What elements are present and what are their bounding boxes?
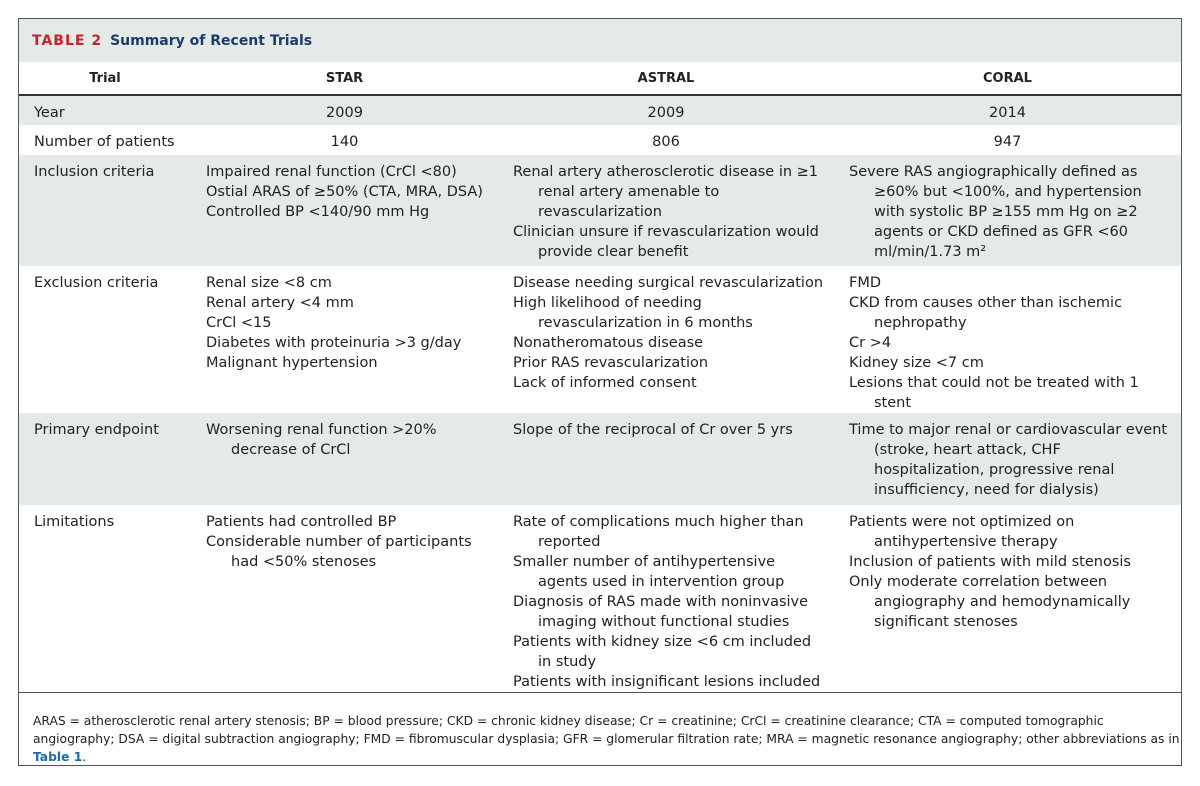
table-frame: TABLE 2 Summary of Recent Trials Trial ST… bbox=[18, 18, 1182, 766]
table-row: Limitations Patients had controlled BP Con… bbox=[19, 505, 1181, 701]
column-header: CORAL bbox=[834, 62, 1181, 96]
table-body: Year 2009 2009 2014 Number of patients 140 806… bbox=[19, 95, 1181, 701]
cell-item: Malignant hypertension bbox=[206, 355, 378, 371]
table-row: Number of patients 140 806 947 bbox=[19, 125, 1181, 155]
header-row: Trial STAR ASTRAL CORAL bbox=[19, 62, 1181, 96]
cell-item: Renal artery atherosclerotic disease in … bbox=[513, 164, 819, 220]
table-cell: Slope of the reciprocal of Cr over 5 yrs bbox=[498, 413, 834, 505]
row-label: Year bbox=[19, 95, 191, 125]
table-cell: Patients were not optimized on antihyper… bbox=[834, 505, 1181, 701]
table-cell: Severe RAS angiographically defined as ≥… bbox=[834, 155, 1181, 266]
table-cell: Rate of complications much higher than r… bbox=[498, 505, 834, 701]
cell-item: Disease needing surgical revascularizati… bbox=[513, 275, 824, 291]
footnote: ARAS = atherosclerotic renal artery sten… bbox=[19, 692, 1181, 766]
cell-item: Patients were not optimized on antihyper… bbox=[849, 514, 1075, 550]
cell-item: Prior RAS revascularization bbox=[513, 355, 709, 371]
title-bar: TABLE 2 Summary of Recent Trials bbox=[19, 19, 1181, 62]
table-cell: Renal artery atherosclerotic disease in … bbox=[498, 155, 834, 266]
column-header: Trial bbox=[19, 62, 191, 96]
column-header: STAR bbox=[191, 62, 498, 96]
cell-item: Patients with kidney size <6 cm included… bbox=[513, 634, 812, 670]
cell-item: Slope of the reciprocal of Cr over 5 yrs bbox=[513, 422, 793, 438]
cell-item: Diagnosis of RAS made with noninvasive i… bbox=[513, 594, 809, 630]
cell-item: 2014 bbox=[989, 105, 1026, 121]
cell-item: Renal artery <4 mm bbox=[206, 295, 354, 311]
cell-item: Considerable number of participants had … bbox=[206, 534, 472, 570]
table-title: Summary of Recent Trials bbox=[110, 32, 313, 49]
table-cell: Patients had controlled BP Considerable n… bbox=[191, 505, 498, 701]
table-row: Year 2009 2009 2014 bbox=[19, 95, 1181, 125]
table-label: TABLE 2 bbox=[32, 32, 103, 49]
cell-item: Rate of complications much higher than r… bbox=[513, 514, 804, 550]
cell-item: Inclusion of patients with mild stenosis bbox=[849, 554, 1131, 570]
cell-item: Time to major renal or cardiovascular ev… bbox=[849, 422, 1168, 498]
cell-item: Controlled BP <140/90 mm Hg bbox=[206, 204, 430, 220]
cell-item: 140 bbox=[330, 134, 359, 150]
row-label: Inclusion criteria bbox=[19, 155, 191, 266]
row-label: Primary endpoint bbox=[19, 413, 191, 505]
cell-item: FMD bbox=[849, 275, 882, 291]
cell-item: 947 bbox=[993, 134, 1022, 150]
table-cell: Disease needing surgical revascularizati… bbox=[498, 266, 834, 413]
cell-item: Lack of informed consent bbox=[513, 375, 697, 391]
footnote-text: ARAS = atherosclerotic renal artery sten… bbox=[33, 714, 1180, 746]
cell-item: Ostial ARAS of ≥50% (CTA, MRA, DSA) bbox=[206, 184, 483, 200]
table-row: Exclusion criteria Renal size <8 cm Renal … bbox=[19, 266, 1181, 413]
cell-item: Only moderate correlation between angiog… bbox=[849, 574, 1131, 630]
cell-item: Kidney size <7 cm bbox=[849, 355, 984, 371]
cell-item: Worsening renal function >20% decrease o… bbox=[206, 422, 437, 458]
cell-item: Cr >4 bbox=[849, 335, 892, 351]
cell-item: 806 bbox=[652, 134, 680, 150]
footnote-end: . bbox=[82, 750, 87, 764]
table-cell: 947 bbox=[834, 125, 1181, 155]
table-cell: 806 bbox=[498, 125, 834, 155]
cell-item: Patients had controlled BP bbox=[206, 514, 397, 530]
table-cell: 140 bbox=[191, 125, 498, 155]
cell-item: Smaller number of antihypertensive agent… bbox=[513, 554, 785, 590]
cell-item: Clinician unsure if revascularization wo… bbox=[513, 224, 819, 260]
trials-table: Trial STAR ASTRAL CORAL Year 2009 2009 2014 Num… bbox=[19, 62, 1181, 701]
table-cell: 2014 bbox=[834, 95, 1181, 125]
cell-item: CKD from causes other than ischemic neph… bbox=[849, 295, 1123, 331]
cell-item: High likelihood of needing revasculariza… bbox=[513, 295, 753, 331]
cell-item: Severe RAS angiographically defined as ≥… bbox=[849, 164, 1142, 260]
cell-item: Lesions that could not be treated with 1… bbox=[849, 375, 1139, 411]
row-label: Exclusion criteria bbox=[34, 275, 159, 291]
cell-item: Renal size <8 cm bbox=[206, 275, 332, 291]
cell-item: 2009 bbox=[326, 105, 363, 121]
cell-item: 2009 bbox=[647, 105, 685, 121]
table-cell: Time to major renal or cardiovascular ev… bbox=[834, 413, 1181, 505]
row-label: Number of patients bbox=[34, 134, 175, 150]
column-header: ASTRAL bbox=[498, 62, 834, 96]
table-row: Inclusion criteria Impaired renal functio… bbox=[19, 155, 1181, 266]
table-cell: Worsening renal function >20% decrease o… bbox=[191, 413, 498, 505]
table-row: Primary endpoint Worsening renal function… bbox=[19, 413, 1181, 505]
cell-item: Patients with insignificant lesions incl… bbox=[513, 674, 821, 690]
table-cell: FMD CKD from causes other than ischemic n… bbox=[834, 266, 1181, 413]
cell-item: CrCl <15 bbox=[206, 315, 272, 331]
table-cell: Renal size <8 cm Renal artery <4 mm CrCl <… bbox=[191, 266, 498, 413]
cell-item: Diabetes with proteinuria >3 g/day bbox=[206, 335, 462, 351]
footnote-link[interactable]: Table 1 bbox=[33, 750, 83, 764]
table-cell: 2009 bbox=[498, 95, 834, 125]
cell-item: Nonatheromatous disease bbox=[513, 335, 704, 351]
cell-item: Impaired renal function (CrCl <80) bbox=[206, 164, 457, 180]
table-cell: Impaired renal function (CrCl <80) Ostial… bbox=[191, 155, 498, 266]
row-label: Limitations bbox=[34, 514, 115, 530]
table-cell: 2009 bbox=[191, 95, 498, 125]
